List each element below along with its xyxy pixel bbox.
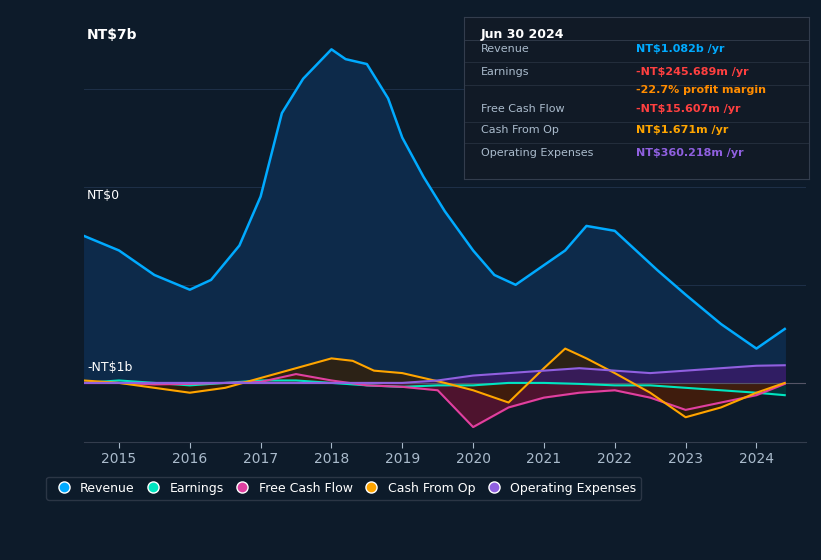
Text: Cash From Op: Cash From Op [481,125,559,136]
Text: NT$1.671m /yr: NT$1.671m /yr [636,125,729,136]
Text: NT$1.082b /yr: NT$1.082b /yr [636,44,725,54]
Text: NT$0: NT$0 [87,189,121,202]
Text: -NT$245.689m /yr: -NT$245.689m /yr [636,67,749,77]
Text: NT$7b: NT$7b [87,28,138,42]
Text: Jun 30 2024: Jun 30 2024 [481,28,565,41]
Text: Operating Expenses: Operating Expenses [481,148,594,158]
Text: -22.7% profit margin: -22.7% profit margin [636,85,766,95]
Text: Free Cash Flow: Free Cash Flow [481,104,565,114]
Text: NT$360.218m /yr: NT$360.218m /yr [636,148,744,158]
Text: -NT$15.607m /yr: -NT$15.607m /yr [636,104,741,114]
Text: -NT$1b: -NT$1b [87,361,132,374]
Legend: Revenue, Earnings, Free Cash Flow, Cash From Op, Operating Expenses: Revenue, Earnings, Free Cash Flow, Cash … [46,477,641,500]
Text: Earnings: Earnings [481,67,530,77]
Text: Revenue: Revenue [481,44,530,54]
